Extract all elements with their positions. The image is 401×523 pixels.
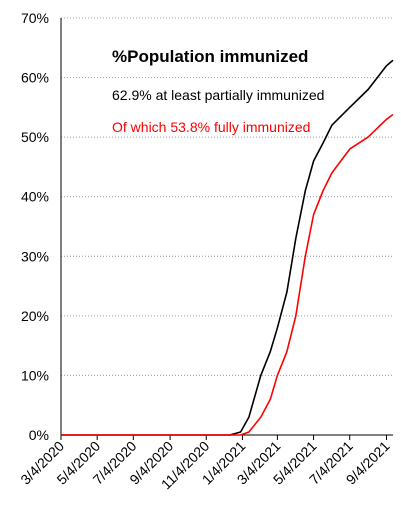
y-tick-label: 70% — [21, 10, 49, 26]
y-tick-label: 60% — [21, 70, 49, 86]
series-line — [61, 113, 394, 436]
y-tick-label: 30% — [21, 248, 49, 264]
y-tick-label: 20% — [21, 308, 49, 324]
y-tick-label: 0% — [29, 427, 49, 443]
chart-title: %Population immunized — [112, 47, 308, 66]
annotation: Of which 53.8% fully immunized — [112, 119, 310, 135]
y-tick-label: 50% — [21, 129, 49, 145]
y-tick-label: 40% — [21, 189, 49, 205]
y-tick-label: 10% — [21, 367, 49, 383]
series-line — [61, 59, 394, 436]
annotation: 62.9% at least partially immunized — [112, 87, 324, 103]
